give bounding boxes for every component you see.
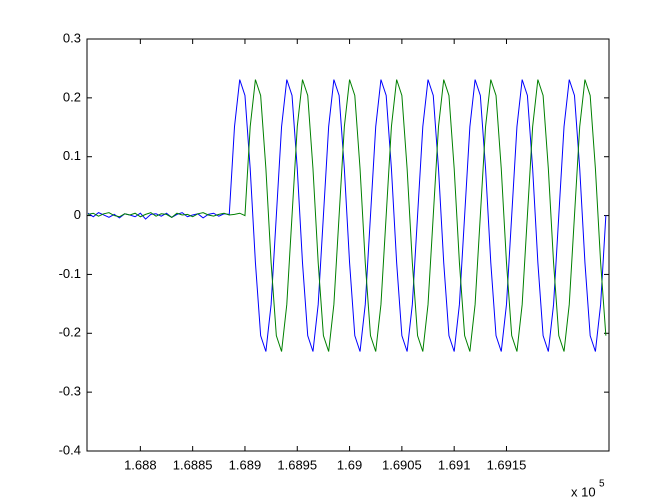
- y-tick-label: -0.4: [59, 442, 81, 457]
- y-tick-label: -0.1: [59, 266, 81, 281]
- y-tick-label: 0.2: [63, 89, 81, 104]
- x-tick-label: 1.691: [438, 457, 471, 472]
- x-multiplier-exponent: 5: [599, 479, 605, 490]
- x-tick-label: 1.69: [337, 457, 362, 472]
- x-tick-label: 1.6915: [487, 457, 527, 472]
- x-multiplier: x 10: [571, 484, 596, 499]
- x-tick-label: 1.688: [124, 457, 157, 472]
- y-tick-label: 0.3: [63, 30, 81, 45]
- y-tick-label: -0.3: [59, 384, 81, 399]
- y-tick-label: 0: [74, 207, 81, 222]
- y-tick-label: -0.2: [59, 325, 81, 340]
- plot-area: [86, 38, 610, 452]
- x-tick-label: 1.689: [229, 457, 262, 472]
- x-tick-label: 1.6895: [277, 457, 317, 472]
- y-tick-label: 0.1: [63, 148, 81, 163]
- data-line: [87, 79, 607, 352]
- x-tick-label: 1.6905: [382, 457, 422, 472]
- x-tick-label: 1.6885: [173, 457, 213, 472]
